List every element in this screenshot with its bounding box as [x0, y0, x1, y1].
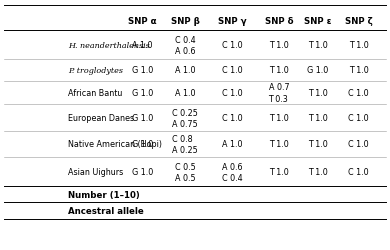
- Text: SNP β: SNP β: [171, 17, 200, 26]
- Text: SNP ε: SNP ε: [304, 17, 331, 26]
- Text: C 0.25
A 0.75: C 0.25 A 0.75: [172, 108, 198, 128]
- Text: T 1.0: T 1.0: [269, 66, 289, 75]
- Text: A 1.0: A 1.0: [175, 89, 195, 98]
- Text: Ancestral allele: Ancestral allele: [68, 206, 144, 215]
- Text: A 1.0: A 1.0: [175, 66, 195, 75]
- Text: G 1.0: G 1.0: [132, 89, 153, 98]
- Text: P. troglodytes: P. troglodytes: [68, 67, 123, 74]
- Text: C 1.0: C 1.0: [349, 114, 369, 122]
- Text: Number (1–10): Number (1–10): [68, 190, 140, 199]
- Text: C 1.0: C 1.0: [349, 140, 369, 149]
- Text: G 1.0: G 1.0: [132, 114, 153, 122]
- Text: C 1.0: C 1.0: [222, 66, 242, 75]
- Text: T 1.0: T 1.0: [308, 89, 328, 98]
- Text: C 0.4
A 0.6: C 0.4 A 0.6: [175, 36, 195, 56]
- Text: G 1.0: G 1.0: [132, 66, 153, 75]
- Text: African Bantu: African Bantu: [68, 89, 122, 98]
- Text: A 0.6
C 0.4: A 0.6 C 0.4: [222, 162, 242, 182]
- Text: T 1.0: T 1.0: [308, 168, 328, 176]
- Text: T 1.0: T 1.0: [269, 114, 289, 122]
- Text: T 1.0: T 1.0: [269, 140, 289, 149]
- Text: T 1.0: T 1.0: [269, 168, 289, 176]
- Text: G 1.0: G 1.0: [132, 140, 153, 149]
- Text: T 1.0: T 1.0: [269, 41, 289, 50]
- Text: SNP δ: SNP δ: [264, 17, 293, 26]
- Text: C 1.0: C 1.0: [349, 89, 369, 98]
- Text: C 0.8
A 0.25: C 0.8 A 0.25: [172, 134, 198, 154]
- Text: C 1.0: C 1.0: [222, 41, 242, 50]
- Text: G 1.0: G 1.0: [307, 66, 328, 75]
- Text: C 1.0: C 1.0: [349, 168, 369, 176]
- Text: C 1.0: C 1.0: [222, 114, 242, 122]
- Text: A 0.7
T 0.3: A 0.7 T 0.3: [269, 83, 289, 103]
- Text: SNP α: SNP α: [128, 17, 157, 26]
- Text: Asian Uighurs: Asian Uighurs: [68, 168, 124, 176]
- Text: A 1.0: A 1.0: [132, 41, 152, 50]
- Text: H. neanderthalensis: H. neanderthalensis: [68, 42, 150, 50]
- Text: C 1.0: C 1.0: [222, 89, 242, 98]
- Text: A 1.0: A 1.0: [222, 140, 242, 149]
- Text: Native American (Hopi): Native American (Hopi): [68, 140, 162, 149]
- Text: G 1.0: G 1.0: [132, 168, 153, 176]
- Text: T 1.0: T 1.0: [308, 114, 328, 122]
- Text: SNP ζ: SNP ζ: [345, 17, 373, 26]
- Text: SNP γ: SNP γ: [218, 17, 246, 26]
- Text: European Danes: European Danes: [68, 114, 135, 122]
- Text: T 1.0: T 1.0: [308, 41, 328, 50]
- Text: T 1.0: T 1.0: [349, 41, 369, 50]
- Text: T 1.0: T 1.0: [349, 66, 369, 75]
- Text: C 0.5
A 0.5: C 0.5 A 0.5: [175, 162, 196, 182]
- Text: T 1.0: T 1.0: [308, 140, 328, 149]
